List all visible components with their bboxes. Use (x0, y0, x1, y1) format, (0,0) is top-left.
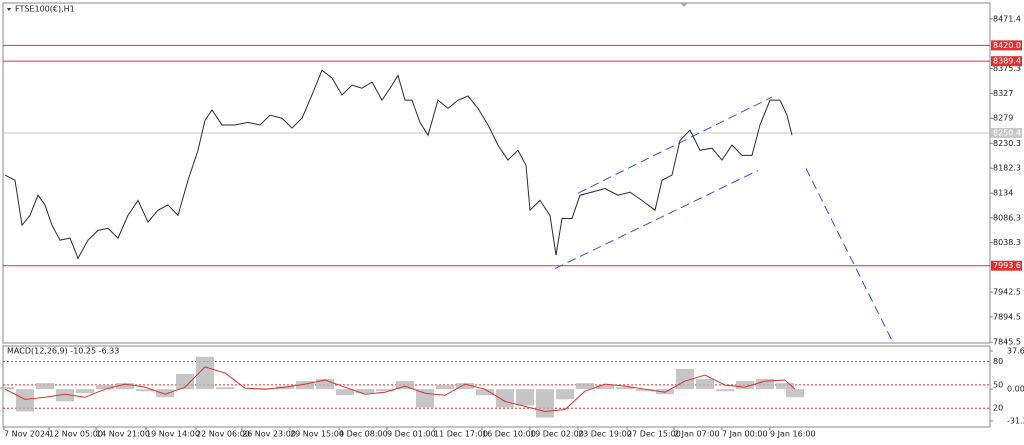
macd-title: MACD(12,26,9) -10.25 -6.33 (7, 347, 119, 356)
x-tick-label: 7 Nov 2024 (4, 430, 50, 439)
y-tick-label: 8471.4 (993, 14, 1021, 23)
macd-bar (496, 389, 514, 408)
x-tick-label: 29 Nov 15:00 (290, 430, 344, 439)
y-tick-label: 8086.3 (993, 213, 1021, 222)
y-tick-label: 37.64 (1007, 347, 1024, 356)
macd-bar (116, 383, 134, 390)
macd-bar (156, 389, 174, 398)
main-panel (2, 2, 991, 344)
macd-bar (476, 389, 494, 396)
x-tick-label: 19 Dec 02:00 (530, 430, 584, 439)
level-tag (991, 40, 1022, 51)
price-line (4, 69, 793, 260)
x-tick-label: 9 Jan 16:00 (770, 430, 816, 439)
macd-bar (436, 385, 454, 390)
macd-bar (756, 379, 774, 390)
macd-bar (356, 389, 374, 394)
macd-bar (16, 389, 34, 412)
x-tick-label: 14 Nov 21:00 (96, 430, 150, 439)
trend-line (554, 169, 759, 270)
y2-tick-label: 50 (993, 380, 1003, 389)
y-tick-label: 7942.5 (993, 288, 1021, 297)
x-tick-label: 11 Dec 17:00 (434, 430, 488, 439)
trend-line (805, 168, 894, 343)
signal-line (4, 366, 796, 412)
y-tick-label: 7845.5 (993, 338, 1021, 347)
scroll-marker (680, 3, 688, 7)
x-tick-label: 26 Nov 23:00 (242, 430, 296, 439)
y2-tick-label: 20 (993, 404, 1003, 413)
macd-bar (76, 389, 94, 394)
y-tick-label: 8134 (993, 189, 1013, 198)
chart-title: FTSE100(€),H1 (15, 5, 75, 14)
menu-icon[interactable] (7, 8, 11, 11)
y-tick-label: 8375.3 (993, 64, 1021, 73)
y-tick-label: 8182.3 (993, 164, 1021, 173)
macd-bar (616, 387, 634, 390)
macd-bar (316, 379, 334, 390)
macd-bar (36, 383, 54, 390)
macd-bar (596, 385, 614, 390)
macd-bar (376, 389, 394, 392)
macd-bar (536, 389, 554, 418)
y-tick-label: 0.00 (1007, 385, 1024, 394)
y-tick-label: -31.38 (1007, 416, 1024, 425)
macd-bar (636, 389, 654, 392)
macd-bar (716, 389, 734, 392)
macd-bar (0, 387, 14, 390)
level-tag (991, 56, 1022, 67)
y-tick-label: 7894.5 (993, 312, 1021, 321)
x-tick-label: 27 Dec 15:00 (627, 430, 681, 439)
macd-bar (96, 385, 114, 390)
macd-bar (396, 381, 414, 390)
macd-bar (516, 389, 534, 406)
level-label: 8420.0 (993, 41, 1021, 50)
level-label: 8389.4 (993, 57, 1021, 66)
macd-bar (56, 389, 74, 402)
macd-bar (786, 389, 804, 398)
y-tick-label: 8038.3 (993, 238, 1021, 247)
x-tick-label: 23 Dec 19:00 (578, 430, 632, 439)
macd-bar (776, 383, 794, 390)
macd-bar (556, 389, 574, 400)
macd-bar (696, 379, 714, 390)
macd-bar (136, 389, 154, 392)
macd-bar (456, 383, 474, 390)
y-tick-label: 8230.3 (993, 139, 1021, 148)
level-label: 8250.4 (993, 129, 1021, 138)
y2-tick-label: 80 (993, 357, 1003, 366)
macd-bar (256, 388, 274, 390)
trend-line (577, 96, 773, 194)
macd-bar (296, 381, 314, 390)
macd-bar (336, 389, 354, 396)
x-tick-label: 19 Nov 14:00 (146, 430, 200, 439)
macd-bar (196, 356, 214, 390)
macd-bar (736, 381, 754, 390)
level-tag (991, 128, 1022, 139)
x-tick-label: 2 Jan 07:00 (674, 430, 720, 439)
macd-bar (216, 387, 234, 390)
y-tick-label: 8327 (993, 89, 1013, 98)
macd-bar (176, 373, 194, 390)
level-tag (991, 260, 1022, 271)
macd-bar (276, 386, 294, 390)
x-tick-label: 4 Dec 08:00 (339, 430, 388, 439)
macd-bar (416, 389, 434, 408)
macd-panel (2, 345, 991, 428)
level-label: 7993.6 (993, 261, 1021, 270)
macd-bar (576, 383, 594, 390)
x-tick-label: 7 Jan 00:00 (722, 430, 768, 439)
x-tick-label: 12 Nov 05:00 (49, 430, 103, 439)
x-tick-label: 9 Dec 01:00 (387, 430, 436, 439)
x-tick-label: 16 Dec 10:00 (482, 430, 536, 439)
x-tick-label: 22 Nov 06:00 (196, 430, 250, 439)
y-tick-label: 8279 (993, 114, 1013, 123)
